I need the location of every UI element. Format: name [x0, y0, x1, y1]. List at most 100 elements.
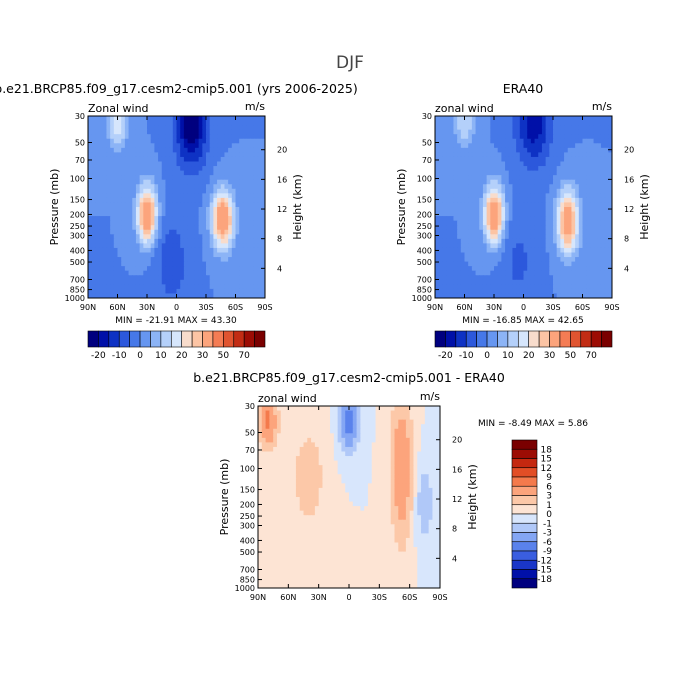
- heatmap-cell: [239, 216, 244, 222]
- heatmap-cell: [597, 179, 602, 185]
- heatmap-cell: [180, 293, 185, 298]
- heatmap-cell: [165, 247, 170, 254]
- heatmap-cell: [202, 166, 207, 172]
- heatmap-cell: [519, 152, 525, 158]
- heatmap-cell: [582, 152, 587, 158]
- heatmap-cell: [284, 451, 289, 457]
- heatmap-cell: [468, 266, 473, 272]
- heatmap-cell: [424, 424, 430, 430]
- heatmap-cell: [505, 175, 510, 181]
- heatmap-cell: [113, 143, 119, 149]
- heatmap-cell: [468, 143, 473, 149]
- heatmap-cell: [519, 266, 525, 272]
- heatmap-cell: [333, 428, 339, 434]
- heatmap-cell: [322, 415, 327, 421]
- heatmap-cell: [180, 257, 185, 263]
- heatmap-cell: [442, 225, 447, 231]
- heatmap-cell: [150, 197, 155, 204]
- heatmap-cell: [158, 193, 163, 199]
- heatmap-cell: [471, 143, 477, 149]
- heatmap-cell: [497, 134, 502, 140]
- heatmap-cell: [99, 170, 104, 176]
- heatmap-cell: [600, 225, 606, 231]
- heatmap-cell: [187, 134, 192, 140]
- heatmap-cell: [345, 469, 350, 475]
- heatmap-cell: [402, 442, 407, 448]
- heatmap-cell: [150, 156, 155, 163]
- heatmap-cell: [600, 234, 606, 240]
- heatmap-cell: [106, 116, 111, 122]
- heatmap-cell: [322, 428, 327, 434]
- heatmap-cell: [413, 492, 418, 498]
- heatmap-cell: [213, 120, 218, 126]
- heatmap-cell: [333, 474, 339, 480]
- heatmap-cell: [424, 415, 430, 421]
- heatmap-cell: [608, 261, 612, 267]
- heatmap-cell: [299, 487, 305, 494]
- y-tick-label: 100: [70, 174, 85, 183]
- heatmap-cell: [405, 451, 411, 457]
- heatmap-cell: [231, 170, 237, 176]
- heatmap-cell: [345, 465, 350, 471]
- heatmap-cell: [471, 279, 477, 285]
- heatmap-cell: [379, 406, 384, 412]
- heatmap-cell: [468, 293, 473, 298]
- y-tick-label: 1000: [65, 294, 85, 303]
- heatmap-cell: [311, 492, 316, 498]
- heatmap-cell: [113, 293, 119, 298]
- heatmap-cell: [303, 465, 308, 471]
- heatmap-cell: [578, 116, 584, 122]
- heatmap-cell: [257, 175, 262, 181]
- heatmap-cell: [586, 184, 591, 190]
- heatmap-cell: [124, 220, 130, 226]
- heatmap-cell: [176, 225, 181, 231]
- heatmap-cell: [424, 451, 430, 457]
- heatmap-cell: [217, 234, 222, 240]
- heatmap-cell: [457, 197, 462, 204]
- heatmap-cell: [597, 138, 602, 144]
- heatmap-cell: [379, 456, 384, 462]
- heatmap-cell: [553, 247, 558, 254]
- heatmap-cell: [224, 266, 229, 272]
- heatmap-cell: [102, 138, 108, 144]
- heatmap-cell: [560, 197, 565, 204]
- heatmap-cell: [246, 170, 251, 176]
- heatmap-cell: [180, 143, 185, 149]
- heatmap-cell: [582, 261, 587, 267]
- heatmap-cell: [468, 175, 473, 181]
- heatmap-cell: [102, 202, 108, 208]
- heatmap-cell: [460, 120, 466, 126]
- heatmap-cell: [383, 456, 388, 462]
- heatmap-cell: [307, 501, 312, 507]
- heatmap-cell: [102, 293, 108, 298]
- heatmap-cell: [597, 193, 602, 199]
- heatmap-cell: [608, 288, 612, 295]
- heatmap-cell: [95, 179, 100, 185]
- heatmap-cell: [508, 161, 514, 167]
- heatmap-cell: [424, 497, 430, 503]
- heatmap-cell: [322, 465, 327, 471]
- heatmap-cell: [169, 175, 174, 181]
- heatmap-cell: [242, 134, 248, 140]
- heatmap-cell: [202, 156, 207, 163]
- heatmap-cell: [242, 229, 248, 235]
- heatmap-cell: [553, 179, 558, 185]
- heatmap-cell: [228, 234, 233, 240]
- heatmap-cell: [523, 175, 528, 181]
- heatmap-cell: [352, 433, 358, 439]
- heatmap-cell: [409, 415, 415, 421]
- heatmap-cell: [239, 234, 244, 240]
- heatmap-cell: [516, 170, 521, 176]
- heatmap-cell: [479, 270, 484, 276]
- heatmap-cell: [512, 193, 517, 199]
- heatmap-cell: [106, 147, 111, 153]
- heatmap-cell: [180, 125, 185, 131]
- heatmap-cell: [608, 129, 612, 135]
- heatmap-cell: [269, 410, 274, 416]
- heatmap-cell: [128, 211, 133, 217]
- heatmap-cell: [202, 257, 207, 263]
- heatmap-cell: [183, 116, 189, 122]
- heatmap-cell: [261, 257, 265, 263]
- heatmap-cell: [295, 415, 301, 421]
- heatmap-cell: [405, 437, 411, 443]
